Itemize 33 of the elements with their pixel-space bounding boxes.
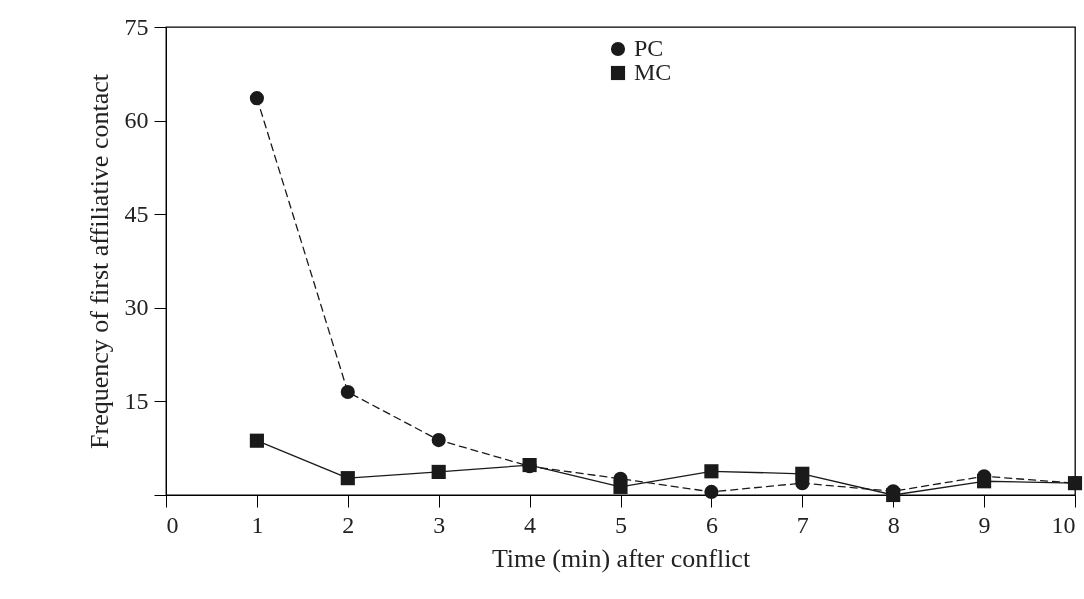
point (704, 464, 719, 479)
legend-label: MC (634, 59, 672, 85)
legend-label: PC (634, 35, 664, 61)
x-tick-label: 1 (251, 511, 264, 538)
point (340, 384, 355, 400)
x-tick-label: 8 (887, 511, 900, 538)
x-tick-label: 6 (705, 511, 718, 538)
point (1067, 476, 1083, 491)
y-tick-label: 45 (124, 200, 149, 227)
y-tick-label: 15 (124, 387, 149, 414)
y-axis-title: Frequency of first affiliative contact (84, 73, 114, 449)
x-tick-label: 0 (166, 511, 179, 538)
point (249, 433, 264, 448)
point (795, 466, 810, 481)
y-tick-label: 30 (124, 294, 149, 321)
x-tick-label: 5 (615, 511, 627, 538)
x-tick-label: 10 (1051, 511, 1076, 538)
x-axis-title: Time (min) after conflict (491, 543, 751, 573)
point (249, 91, 264, 106)
x-tick-label: 9 (978, 511, 991, 538)
x-tick-label: 3 (433, 511, 446, 538)
point (704, 484, 719, 499)
y-tick-label: 60 (124, 107, 149, 134)
point (340, 471, 355, 486)
point (431, 433, 446, 448)
point (977, 474, 992, 489)
x-tick-label: 7 (796, 511, 809, 538)
y-tick-label: 75 (124, 13, 149, 40)
x-tick-label: 2 (342, 511, 355, 538)
point (431, 464, 446, 479)
point (886, 487, 901, 503)
x-tick-label: 4 (524, 511, 537, 538)
point (613, 479, 628, 494)
